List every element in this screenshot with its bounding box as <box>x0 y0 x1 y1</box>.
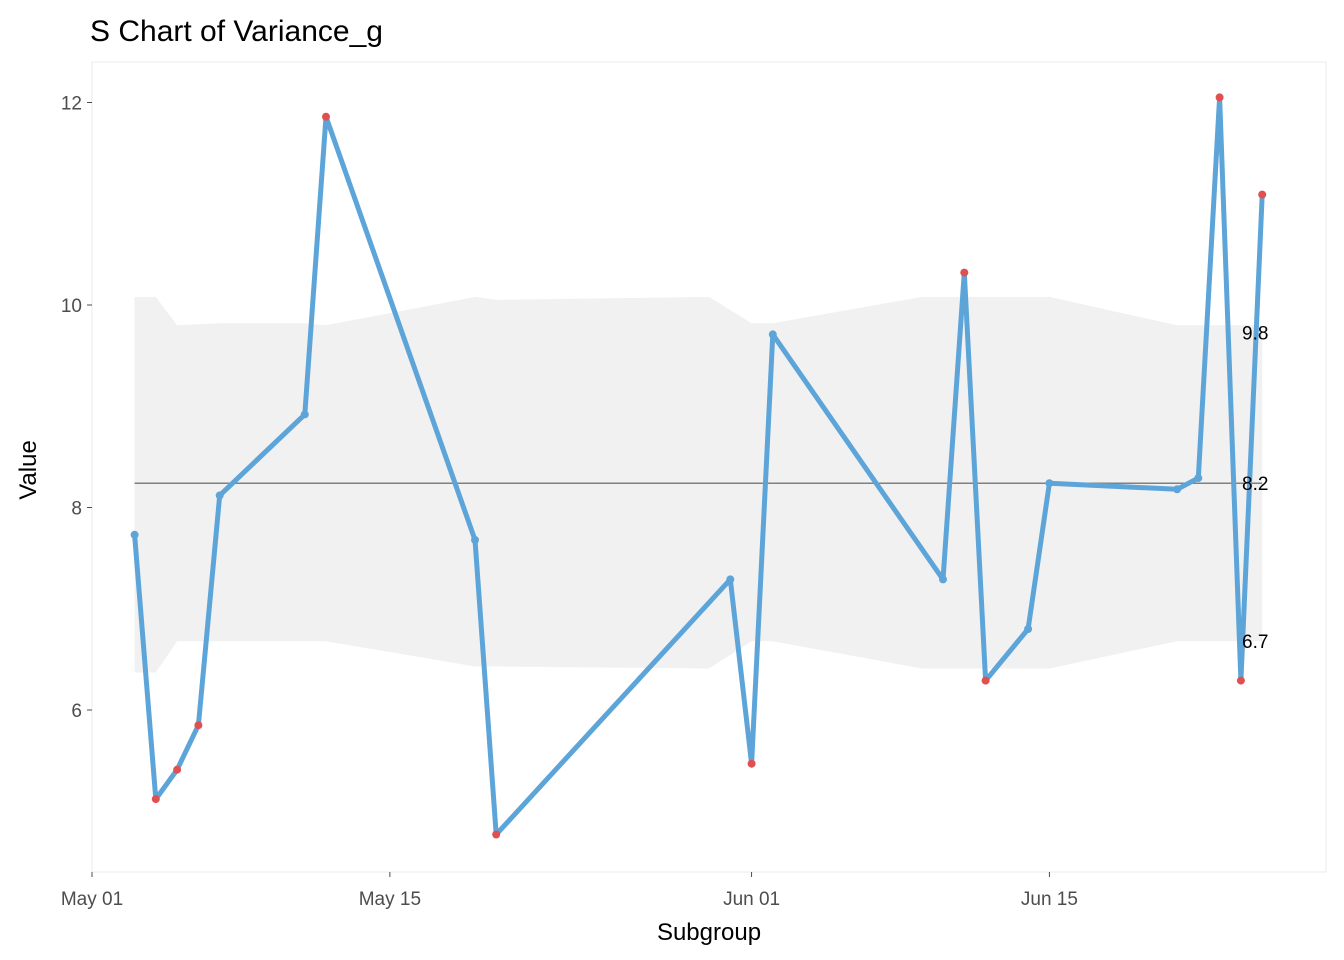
x-axis-title: Subgroup <box>657 919 761 946</box>
out-of-control-point <box>747 759 756 768</box>
data-point <box>215 491 224 500</box>
limit-label: 6.7 <box>1242 632 1268 653</box>
data-point <box>471 535 479 544</box>
limit-label: 8.2 <box>1242 474 1268 495</box>
data-point <box>130 530 139 539</box>
out-of-control-point <box>322 112 330 121</box>
x-axis: May 01 May 15 Jun 01 Jun 15 <box>61 872 1078 910</box>
data-point <box>1194 474 1203 483</box>
data-point <box>939 575 947 584</box>
x-tick-label: Jun 15 <box>1021 889 1078 910</box>
y-tick-label: 12 <box>61 94 82 115</box>
out-of-control-point <box>173 765 182 774</box>
y-tick-label: 6 <box>71 701 82 722</box>
out-of-control-point <box>492 830 501 839</box>
data-point <box>1173 485 1182 494</box>
out-of-control-point <box>1258 190 1267 199</box>
data-point <box>768 330 777 339</box>
x-tick-label: May 01 <box>61 889 123 910</box>
y-axis: 6 8 10 12 <box>61 94 92 722</box>
out-of-control-point <box>194 721 203 730</box>
data-point <box>1045 479 1054 488</box>
limit-label: 9.8 <box>1242 323 1268 344</box>
out-of-control-point <box>960 268 969 277</box>
data-series <box>130 93 1267 839</box>
out-of-control-point <box>1236 676 1245 685</box>
series-line <box>132 94 1265 837</box>
out-of-control-point <box>151 795 160 804</box>
y-tick-label: 10 <box>61 296 82 317</box>
chart-title: S Chart of Variance_g <box>90 15 383 48</box>
data-point <box>726 575 735 584</box>
data-point <box>1024 625 1033 633</box>
out-of-control-point <box>981 676 990 685</box>
x-tick-label: Jun 01 <box>723 889 780 910</box>
y-tick-label: 8 <box>71 499 82 520</box>
x-tick-label: May 15 <box>359 889 421 910</box>
data-point <box>300 410 309 419</box>
limit-labels: 9.8 8.2 6.7 <box>1242 323 1268 653</box>
y-axis-title: Value <box>15 440 42 500</box>
out-of-control-point <box>1215 93 1224 102</box>
